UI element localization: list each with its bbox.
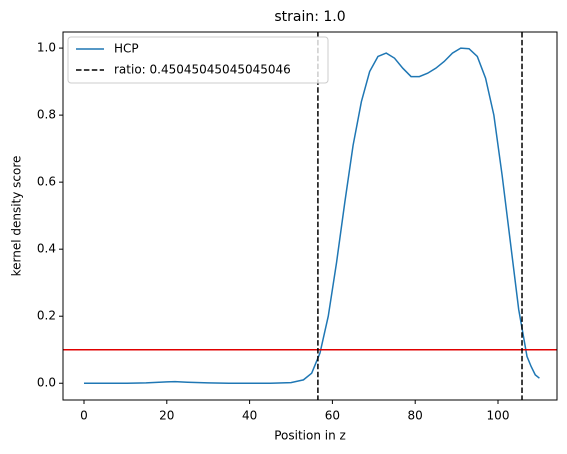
x-tick-label: 60 bbox=[325, 409, 340, 423]
y-tick-label: 0.8 bbox=[37, 108, 56, 122]
y-tick-label: 0.4 bbox=[37, 242, 56, 256]
x-tick-label: 0 bbox=[80, 409, 88, 423]
x-tick-label: 40 bbox=[242, 409, 257, 423]
legend: HCP ratio: 0.45045045045045046 bbox=[67, 36, 329, 84]
y-tick-label: 0.0 bbox=[37, 376, 56, 390]
legend-box bbox=[67, 36, 329, 84]
legend-label: ratio: 0.45045045045045046 bbox=[114, 63, 291, 77]
x-tick-label: 100 bbox=[487, 409, 510, 423]
chart-title: strain: 1.0 bbox=[274, 9, 345, 25]
y-tick-label: 1.0 bbox=[37, 41, 56, 55]
series-line bbox=[83, 47, 540, 384]
x-tick-label: 20 bbox=[159, 409, 174, 423]
y-axis-label: kernel density score bbox=[10, 156, 24, 277]
x-tick-label: 80 bbox=[408, 409, 423, 423]
x-axis-label: Position in z bbox=[274, 429, 346, 443]
y-tick-label: 0.6 bbox=[37, 175, 56, 189]
y-tick-label: 0.2 bbox=[37, 309, 56, 323]
legend-label: HCP bbox=[114, 42, 139, 56]
axes-frame bbox=[62, 31, 558, 401]
